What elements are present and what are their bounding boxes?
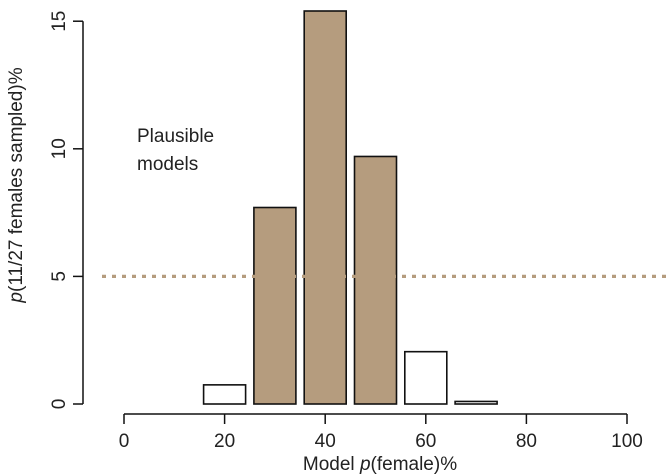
y-tick-label-10: 10 [49,138,70,159]
x-tick-label-60: 60 [415,431,436,452]
bar-20 [202,384,247,405]
bar-30 [253,206,297,405]
y-axis-title: p(11/27 females sampled)% [6,67,27,303]
x-tick-label-80: 80 [516,431,537,452]
x-tick-label-20: 20 [214,431,235,452]
x-tick-label-0: 0 [119,431,130,452]
annotation-models: models [137,154,198,175]
bar-70 [454,400,498,405]
bar-40 [303,10,348,405]
x-axis-title-part-3: (female)% [371,454,458,475]
bars-group [202,10,498,405]
y-tick-label-5: 5 [49,271,70,282]
x-tick-label-100: 100 [611,431,643,452]
y-axis: 0 5 10 15 [49,11,84,410]
x-axis-title-part-1: Model [303,454,360,475]
x-axis: 0 20 40 60 80 100 [119,413,643,452]
bar-50 [353,155,398,405]
bar-60 [403,350,448,405]
y-tick-label-15: 15 [49,11,70,32]
x-axis-title: Model p(female)% [303,454,457,475]
annotation-plausible: Plausible [137,126,214,147]
x-tick-label-40: 40 [315,431,336,452]
y-axis-title-part-2: (11/27 females sampled)% [6,67,27,292]
y-tick-label-0: 0 [49,399,70,410]
y-axis-title-part-1: p [6,292,27,304]
x-axis-title-part-2: p [359,454,371,475]
